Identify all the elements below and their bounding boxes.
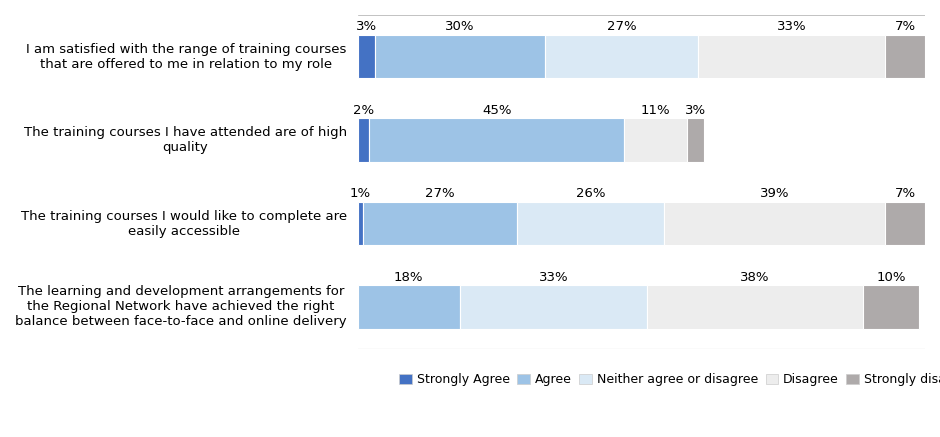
Bar	[358, 285, 460, 329]
Bar	[375, 35, 545, 78]
Text: 10%: 10%	[876, 271, 906, 284]
Bar	[358, 202, 364, 245]
Text: 45%: 45%	[482, 104, 511, 117]
Bar	[863, 285, 919, 329]
Text: 27%: 27%	[606, 21, 636, 33]
Text: 3%: 3%	[684, 104, 706, 117]
Bar	[358, 118, 369, 162]
Bar	[545, 35, 698, 78]
Text: 7%: 7%	[895, 21, 916, 33]
Text: 26%: 26%	[575, 187, 605, 200]
Text: 3%: 3%	[355, 21, 377, 33]
Bar	[698, 35, 885, 78]
Bar	[358, 35, 375, 78]
Bar	[517, 202, 664, 245]
Bar	[664, 202, 885, 245]
Text: 11%: 11%	[641, 104, 670, 117]
Text: 27%: 27%	[425, 187, 455, 200]
Bar	[460, 285, 647, 329]
Text: 1%: 1%	[350, 187, 371, 200]
Legend: Strongly Agree, Agree, Neither agree or disagree, Disagree, Strongly disagree: Strongly Agree, Agree, Neither agree or …	[395, 368, 940, 391]
Text: 7%: 7%	[895, 187, 916, 200]
Bar	[647, 285, 863, 329]
Text: 39%: 39%	[760, 187, 790, 200]
Text: 2%: 2%	[352, 104, 374, 117]
Text: 30%: 30%	[446, 21, 475, 33]
Bar	[364, 202, 517, 245]
Text: 38%: 38%	[740, 271, 770, 284]
Text: 18%: 18%	[394, 271, 424, 284]
Bar	[369, 118, 624, 162]
Bar	[885, 202, 925, 245]
Bar	[885, 35, 925, 78]
Bar	[624, 118, 687, 162]
Text: 33%: 33%	[776, 21, 807, 33]
Text: 33%: 33%	[539, 271, 569, 284]
Bar	[687, 118, 704, 162]
